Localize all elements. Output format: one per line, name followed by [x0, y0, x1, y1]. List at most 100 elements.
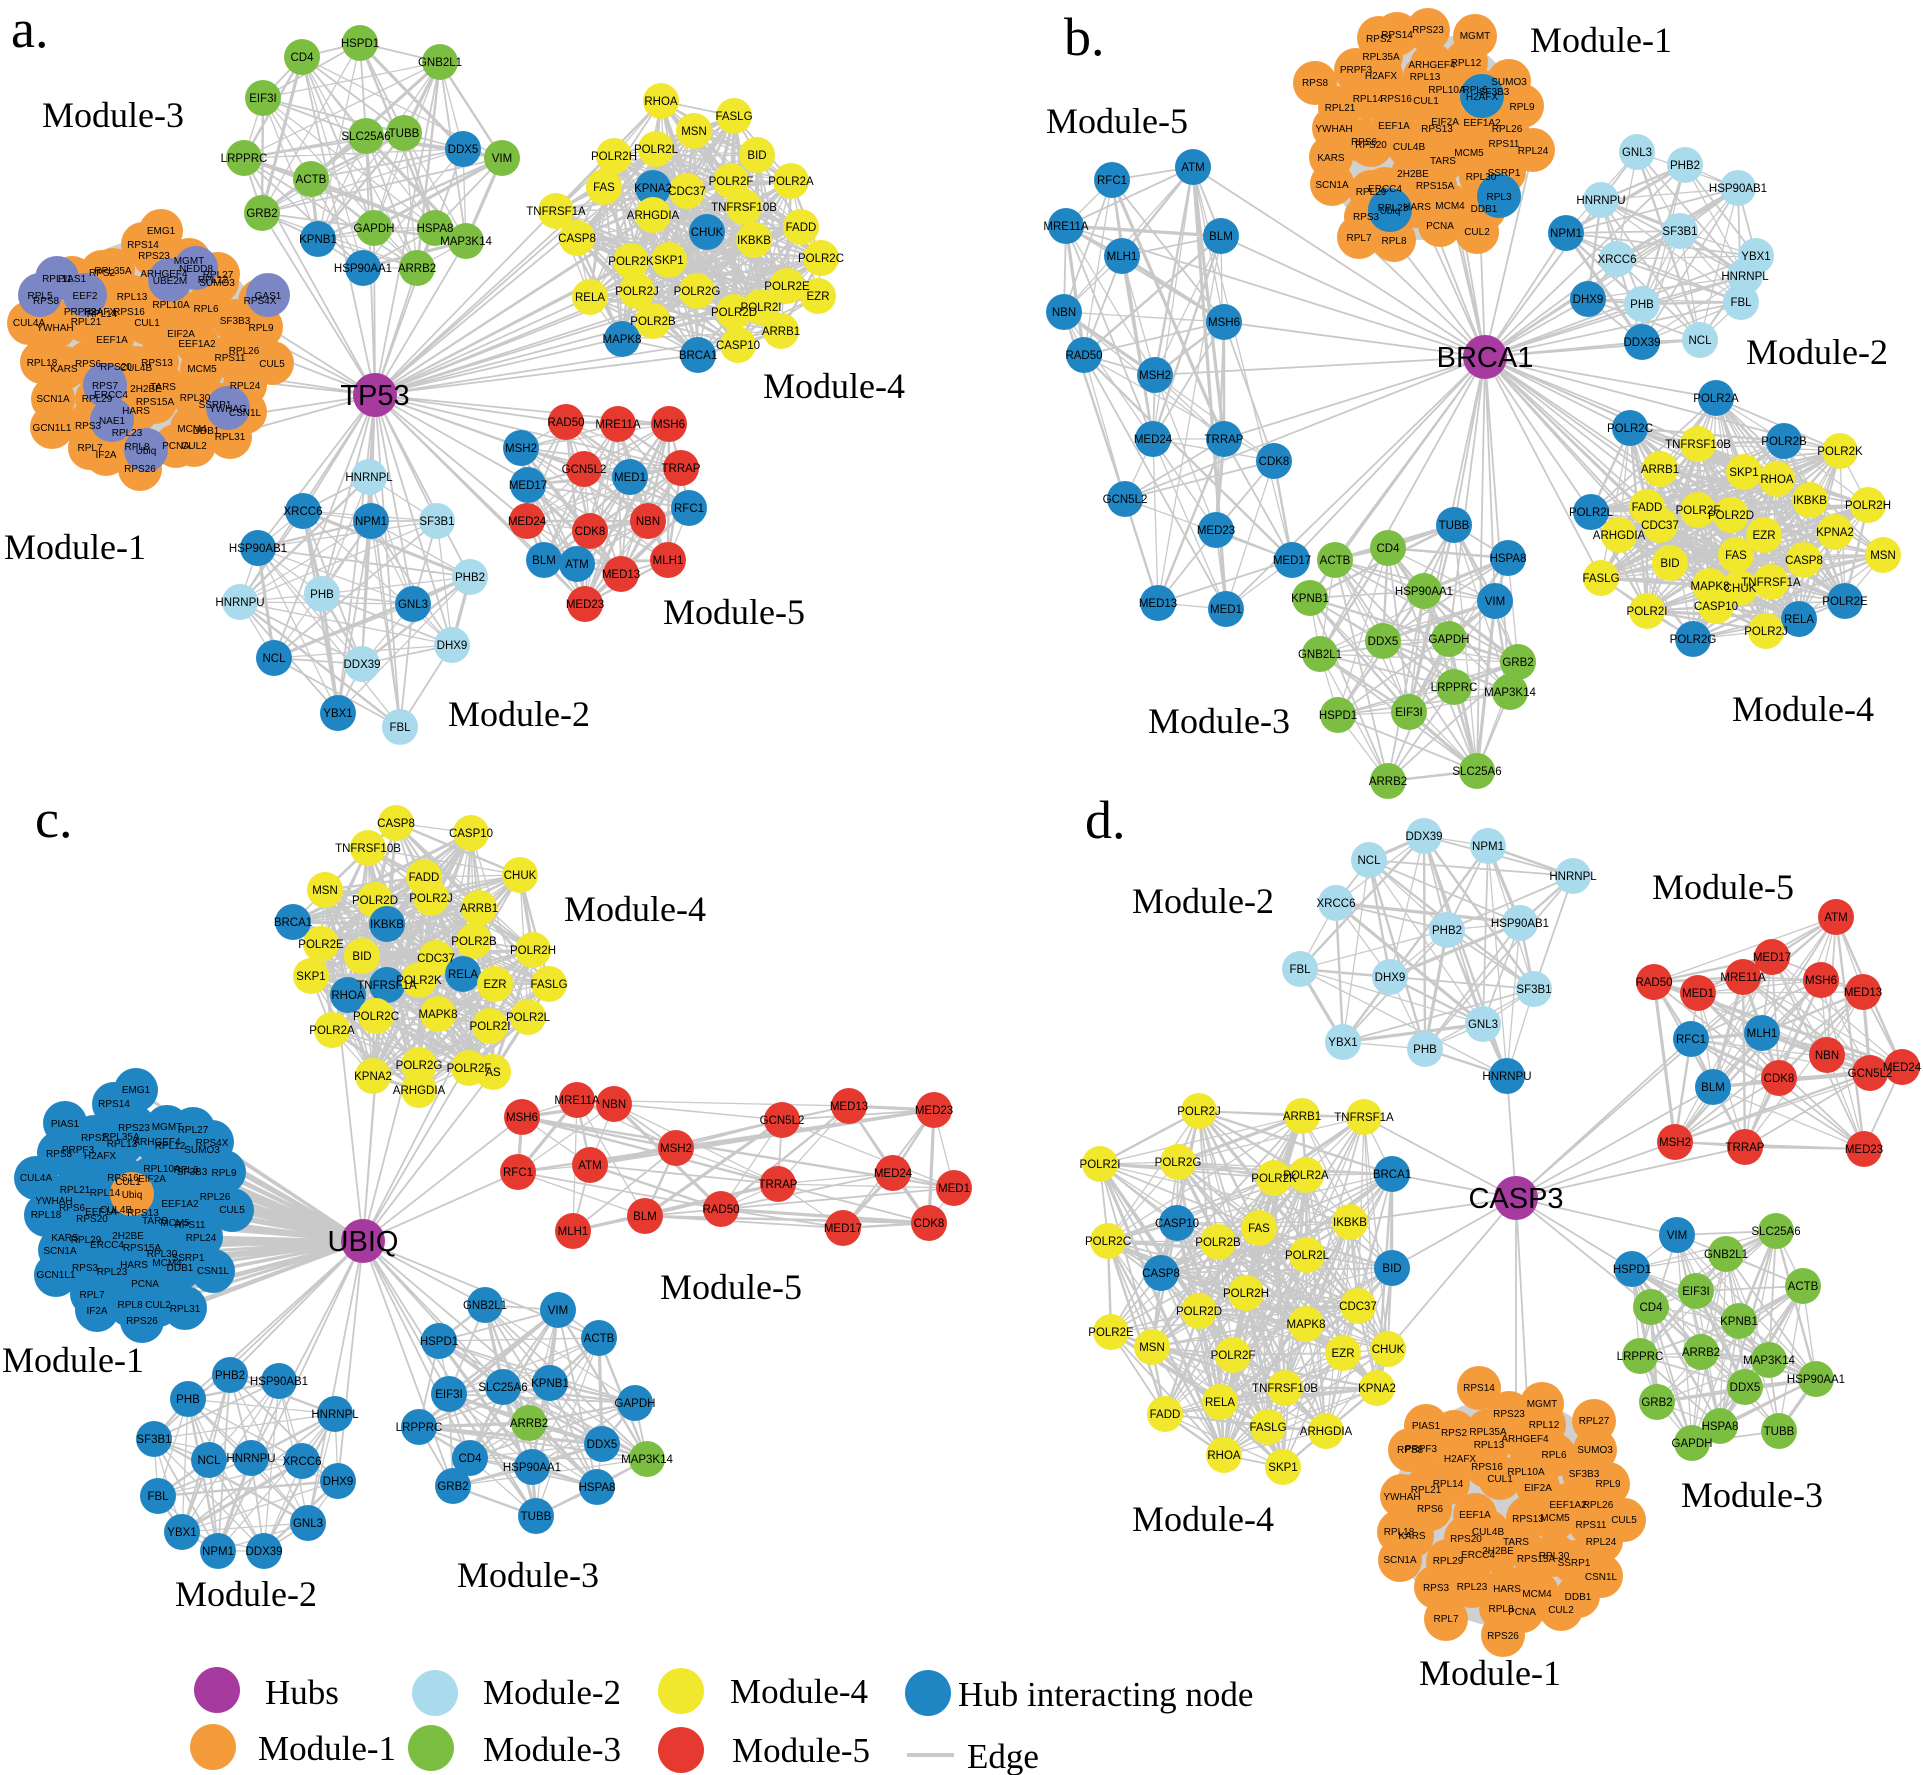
svg-text:FASLG: FASLG — [715, 111, 752, 123]
svg-text:VIM: VIM — [492, 153, 512, 165]
svg-text:CASP10: CASP10 — [449, 828, 493, 840]
svg-text:MED1: MED1 — [614, 472, 646, 484]
svg-text:CD4: CD4 — [1376, 543, 1400, 555]
svg-text:CDC37: CDC37 — [668, 186, 706, 198]
svg-text:RPS2: RPS2 — [1441, 1428, 1468, 1439]
svg-text:XRCC6: XRCC6 — [284, 506, 323, 518]
svg-text:SUMO3: SUMO3 — [1491, 77, 1527, 88]
svg-text:FAS: FAS — [593, 182, 615, 194]
svg-text:RPL14: RPL14 — [1433, 1479, 1464, 1490]
svg-text:2H2BE: 2H2BE — [1397, 169, 1429, 180]
svg-text:POLR2H: POLR2H — [1223, 1288, 1269, 1300]
svg-text:POLR2I: POLR2I — [741, 302, 782, 314]
svg-text:Module-1: Module-1 — [1530, 20, 1672, 60]
svg-text:RPL12: RPL12 — [155, 1141, 186, 1152]
svg-text:MED24: MED24 — [1883, 1062, 1922, 1074]
svg-text:RPL10A: RPL10A — [152, 300, 190, 311]
svg-text:POLR2B: POLR2B — [630, 316, 676, 328]
svg-text:FADD: FADD — [1632, 502, 1663, 514]
svg-text:POLR2C: POLR2C — [798, 253, 844, 265]
svg-text:RPS20: RPS20 — [76, 1214, 108, 1225]
svg-text:LRPPRC: LRPPRC — [1431, 682, 1478, 694]
svg-text:RPL12: RPL12 — [198, 275, 229, 286]
svg-text:POLR2A: POLR2A — [768, 176, 814, 188]
svg-text:TNFRSF1A: TNFRSF1A — [1334, 1112, 1394, 1124]
svg-text:RPL14: RPL14 — [90, 1188, 121, 1199]
svg-text:RFC1: RFC1 — [1097, 175, 1127, 187]
svg-text:NCL: NCL — [262, 653, 286, 665]
svg-text:RPS16: RPS16 — [113, 307, 145, 318]
svg-text:VIM: VIM — [548, 1305, 568, 1317]
svg-text:MAPK8: MAPK8 — [1287, 1319, 1326, 1331]
svg-text:Module-3: Module-3 — [1681, 1475, 1823, 1515]
svg-text:HSPD1: HSPD1 — [420, 1336, 458, 1348]
svg-text:NPM1: NPM1 — [202, 1546, 234, 1558]
svg-text:HSPA8: HSPA8 — [1490, 553, 1527, 565]
svg-text:EZR: EZR — [1332, 1348, 1355, 1360]
svg-text:BRCA1: BRCA1 — [679, 350, 717, 362]
svg-text:MED23: MED23 — [1197, 525, 1235, 537]
svg-text:YWHAH: YWHAH — [35, 1196, 72, 1207]
svg-text:RPS7: RPS7 — [92, 381, 119, 392]
svg-text:DHX9: DHX9 — [1573, 294, 1604, 306]
svg-text:GAPDH: GAPDH — [1672, 1438, 1713, 1450]
svg-text:PHB2: PHB2 — [1670, 160, 1700, 172]
svg-text:RPL29: RPL29 — [1433, 1556, 1464, 1567]
svg-text:HSPD1: HSPD1 — [1613, 1264, 1651, 1276]
svg-text:MED23: MED23 — [915, 1105, 953, 1117]
svg-text:DDX39: DDX39 — [1623, 337, 1660, 349]
svg-text:RPS8: RPS8 — [33, 296, 60, 307]
svg-text:RPS20: RPS20 — [1450, 1534, 1482, 1545]
svg-text:H2AFX: H2AFX — [1444, 1454, 1477, 1465]
svg-text:TNFRSF1A: TNFRSF1A — [357, 980, 417, 992]
svg-text:SKP1: SKP1 — [1729, 467, 1758, 479]
svg-text:ERCC4: ERCC4 — [1461, 1550, 1495, 1561]
svg-text:RPL13: RPL13 — [117, 292, 148, 303]
svg-text:MAPK8: MAPK8 — [419, 1009, 458, 1021]
svg-text:GNL3: GNL3 — [1622, 147, 1652, 159]
svg-text:SF3B3: SF3B3 — [1569, 1469, 1600, 1480]
svg-text:KPNA2: KPNA2 — [634, 183, 672, 195]
svg-text:VIM: VIM — [1667, 1230, 1687, 1242]
svg-text:RPL7: RPL7 — [1346, 233, 1371, 244]
svg-text:GAS1: GAS1 — [255, 291, 282, 302]
svg-text:DDB1: DDB1 — [1471, 204, 1498, 215]
svg-text:SF3B3: SF3B3 — [1479, 87, 1510, 98]
svg-text:Edge: Edge — [967, 1737, 1039, 1775]
svg-text:GAPDH: GAPDH — [615, 1398, 656, 1410]
svg-text:TUBB: TUBB — [521, 1511, 552, 1523]
svg-text:RPL7: RPL7 — [77, 443, 102, 454]
svg-text:POLR2L: POLR2L — [506, 1012, 551, 1024]
svg-text:H2AFX: H2AFX — [84, 1151, 117, 1162]
svg-text:MSN: MSN — [681, 126, 707, 138]
svg-text:MCM4: MCM4 — [152, 1258, 182, 1269]
svg-text:MED13: MED13 — [1844, 987, 1882, 999]
svg-text:RPL27: RPL27 — [1579, 1416, 1610, 1427]
svg-text:MGMT: MGMT — [1527, 1399, 1558, 1410]
svg-text:RPL23: RPL23 — [1378, 203, 1409, 214]
svg-text:SF3B1: SF3B1 — [419, 516, 454, 528]
svg-text:NBN: NBN — [602, 1099, 626, 1111]
svg-text:CD4: CD4 — [458, 1453, 482, 1465]
svg-text:YBX1: YBX1 — [1741, 251, 1770, 263]
svg-text:KPNA2: KPNA2 — [1816, 527, 1854, 539]
svg-text:TNFRSF1A: TNFRSF1A — [1741, 577, 1801, 589]
svg-text:NEDD8: NEDD8 — [179, 264, 213, 275]
svg-text:RPL13: RPL13 — [1474, 1440, 1505, 1451]
svg-text:RPL6: RPL6 — [1541, 1450, 1566, 1461]
svg-text:POLR2F: POLR2F — [1211, 1350, 1256, 1362]
svg-text:Module-4: Module-4 — [1132, 1499, 1274, 1539]
svg-text:RPL13: RPL13 — [1410, 72, 1441, 83]
svg-text:NCL: NCL — [197, 1455, 221, 1467]
svg-text:FADD: FADD — [786, 222, 817, 234]
svg-text:RPS11: RPS11 — [1576, 1520, 1607, 1531]
svg-text:TP53: TP53 — [340, 380, 409, 412]
svg-text:MGMT: MGMT — [1460, 31, 1491, 42]
svg-text:EIF3I: EIF3I — [435, 1389, 462, 1401]
svg-text:Module-2: Module-2 — [1746, 332, 1888, 372]
svg-text:KARS: KARS — [1317, 153, 1345, 164]
svg-text:TARS: TARS — [150, 382, 176, 393]
svg-text:POLR2K: POLR2K — [1251, 1173, 1297, 1185]
svg-text:POLR2D: POLR2D — [1176, 1306, 1222, 1318]
svg-text:RPL8: RPL8 — [124, 442, 149, 453]
